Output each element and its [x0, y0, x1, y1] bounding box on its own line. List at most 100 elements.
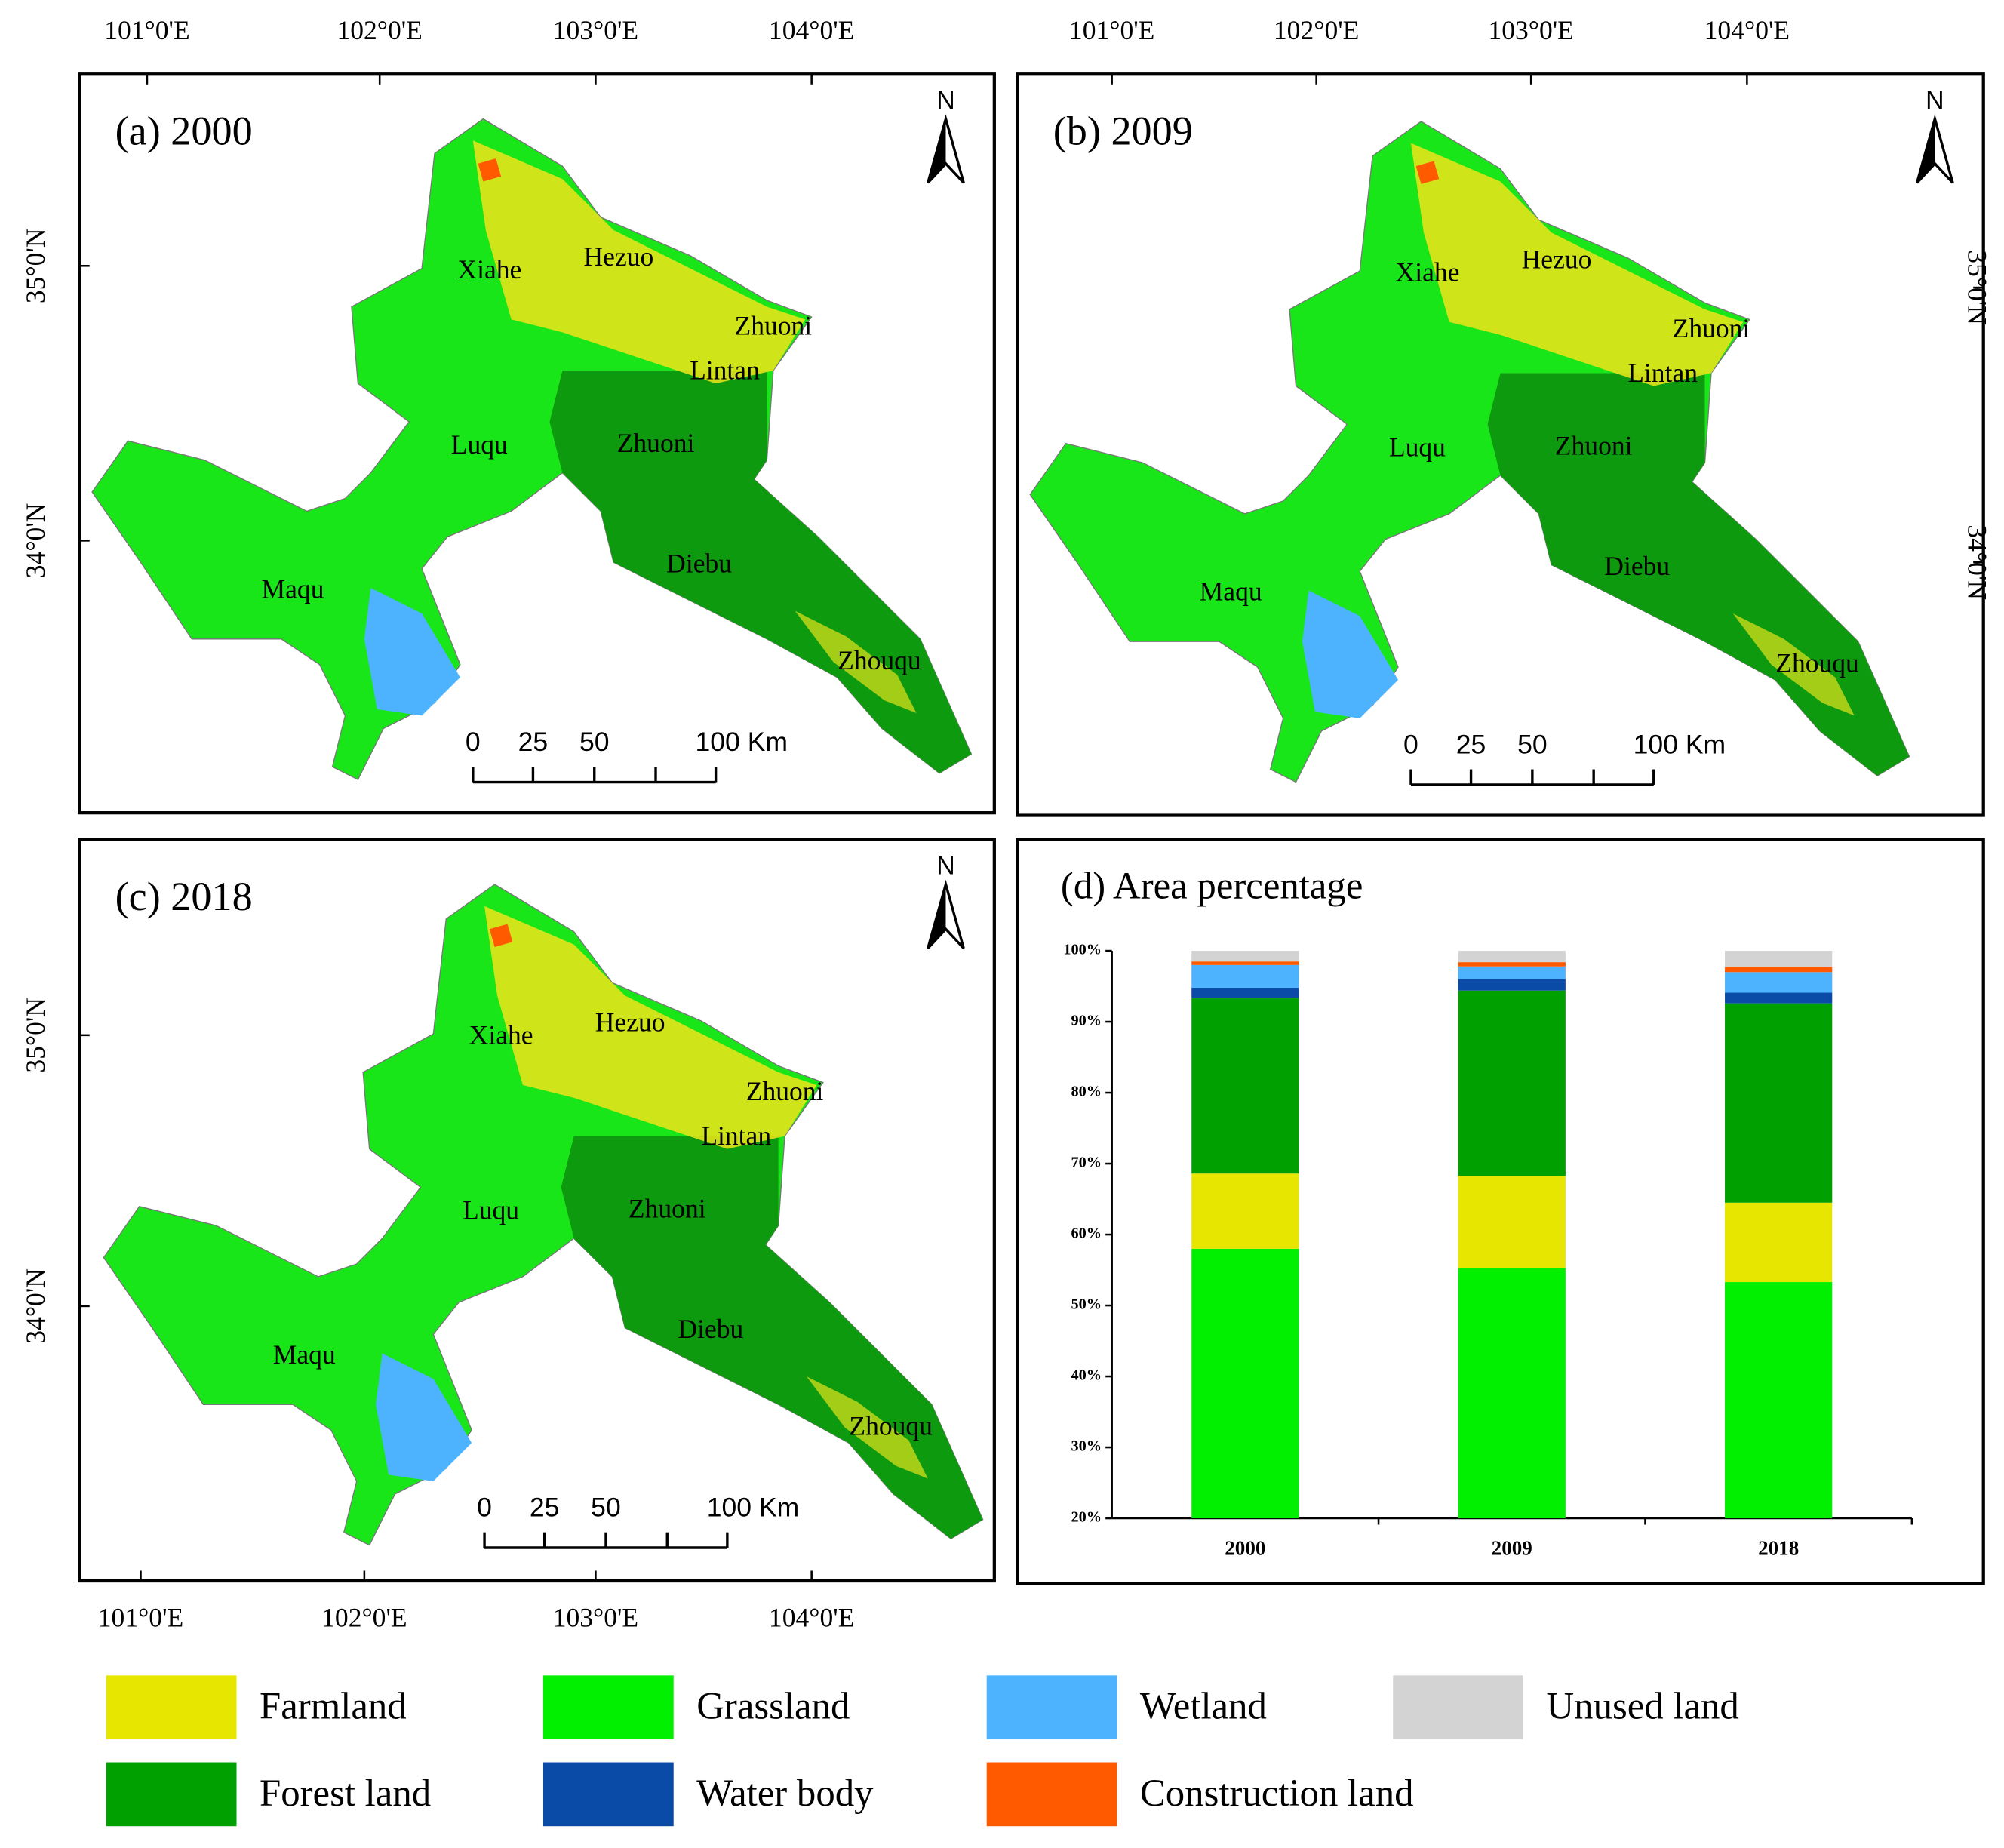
bar-segment	[1725, 1202, 1833, 1283]
bar-segment	[1725, 967, 1833, 973]
place-name: Xiahe	[457, 254, 521, 284]
place-name: Zhouqu	[849, 1411, 933, 1441]
lat-label: 34°0'N	[20, 503, 51, 579]
place-name: Lintan	[701, 1121, 771, 1151]
bar-segment	[1725, 951, 1833, 967]
place-name: Zhuoni	[617, 428, 695, 458]
chart-title: (d) Area percentage	[1061, 865, 1363, 907]
scale-label: 25	[1456, 729, 1486, 759]
place-name: Diebu	[666, 548, 732, 578]
y-tick-label: 90%	[1071, 1013, 1102, 1029]
legend-label: Construction land	[1140, 1772, 1414, 1814]
place-name: Xiahe	[1396, 257, 1460, 287]
legend-swatch	[542, 1675, 674, 1740]
scale-label: 100 Km	[696, 727, 788, 757]
map-title: (a) 2000	[115, 108, 253, 153]
place-name: Zhouqu	[1775, 648, 1859, 678]
legend-label: Wetland	[1140, 1685, 1267, 1727]
place-name: Zhuoni	[1673, 313, 1750, 343]
legend-swatch	[106, 1675, 237, 1740]
map-panel: (a) 2000 Xiahe Hezuo Zhuoni Lintan Luqu Zhuoni…	[78, 72, 996, 815]
legend-label: Unused land	[1546, 1685, 1738, 1727]
scale-label: 0	[477, 1493, 492, 1523]
scale-label: 50	[579, 727, 610, 757]
north-arrow-fill	[927, 884, 946, 949]
north-arrow-fill	[1916, 118, 1935, 183]
bar-segment	[1458, 951, 1566, 963]
lon-label: 101°0'E	[104, 15, 189, 45]
legend-swatch	[986, 1675, 1117, 1740]
bar-segment	[1458, 1268, 1566, 1519]
lat-label: 35°0'N	[20, 998, 51, 1073]
place-name: Diebu	[678, 1314, 743, 1344]
bar-segment	[1458, 990, 1566, 1176]
legend-label: Forest land	[260, 1772, 431, 1814]
scale-label: 100 Km	[1634, 729, 1726, 759]
lon-label: 104°0'E	[1704, 15, 1790, 45]
legend-swatch	[986, 1762, 1117, 1827]
place-name: Maqu	[1200, 577, 1262, 607]
place-name: Hezuo	[595, 1007, 665, 1037]
map-title: (c) 2018	[115, 874, 253, 919]
bar-segment	[1191, 951, 1299, 962]
lon-label: 102°0'E	[321, 1603, 407, 1633]
scale-label: 50	[1517, 729, 1548, 759]
scale-label: 100 Km	[707, 1493, 800, 1523]
legend-swatch	[1393, 1675, 1524, 1740]
bar-segment	[1725, 992, 1833, 1004]
y-tick-label: 80%	[1071, 1084, 1102, 1100]
bar-segment	[1458, 966, 1566, 979]
bar-segment	[1725, 1282, 1833, 1519]
y-tick-label: 60%	[1071, 1225, 1102, 1242]
scale-label: 50	[591, 1493, 621, 1523]
legend-swatch	[106, 1762, 237, 1827]
place-name: Luqu	[463, 1195, 519, 1225]
y-tick-label: 100%	[1063, 942, 1102, 958]
lon-label: 103°0'E	[553, 15, 638, 45]
place-name: Hezuo	[1522, 244, 1592, 274]
place-name: Luqu	[451, 429, 508, 460]
scale-label: 25	[518, 727, 549, 757]
legend-label: Grassland	[696, 1685, 850, 1727]
place-name: Hezuo	[584, 241, 654, 272]
place-name: Zhuoni	[629, 1194, 706, 1224]
bar-segment	[1191, 964, 1299, 988]
legend-swatch	[542, 1762, 674, 1827]
lat-label: 35°0'N	[20, 228, 51, 303]
y-tick-label: 70%	[1071, 1155, 1102, 1171]
scale-bar: 0 25 50 100 Km	[466, 727, 788, 784]
map-panel: (b) 2009 Xiahe Hezuo Zhuoni Lintan Luqu Zhuoni…	[1016, 72, 1985, 817]
north-label: N	[936, 86, 954, 115]
x-tick-label: 2018	[1758, 1537, 1799, 1560]
bar-segment	[1191, 961, 1299, 965]
north-label: N	[1926, 86, 1944, 115]
lon-label: 104°0'E	[769, 15, 854, 45]
place-name: Zhuoni	[734, 310, 812, 340]
y-tick-label: 40%	[1071, 1367, 1102, 1384]
lon-label: 101°0'E	[1069, 15, 1154, 45]
lon-label: 102°0'E	[337, 15, 422, 45]
bar-segment	[1725, 972, 1833, 993]
x-tick-label: 2009	[1492, 1537, 1532, 1560]
scale-bar: 0 25 50 100 Km	[1403, 729, 1726, 786]
bar-segment	[1458, 979, 1566, 991]
place-name: Lintan	[690, 355, 760, 386]
y-tick-label: 50%	[1071, 1296, 1102, 1313]
map-title: (b) 2009	[1053, 108, 1193, 153]
x-tick-label: 2000	[1225, 1537, 1265, 1560]
lat-label: 34°0'N	[20, 1268, 51, 1344]
place-name: Zhuoni	[746, 1076, 824, 1106]
place-name: Xiahe	[469, 1019, 533, 1050]
place-name: Zhuoni	[1555, 431, 1633, 461]
scale-label: 25	[530, 1493, 560, 1523]
north-label: N	[936, 851, 954, 880]
bar-segment	[1191, 1248, 1299, 1519]
bar-segment	[1458, 1176, 1566, 1268]
place-name: Maqu	[273, 1339, 336, 1370]
legend-label: Water body	[696, 1772, 874, 1814]
lon-label: 103°0'E	[1488, 15, 1573, 45]
scale-label: 0	[466, 727, 481, 757]
place-name: Zhouqu	[838, 645, 921, 675]
y-tick-label: 30%	[1071, 1438, 1102, 1455]
